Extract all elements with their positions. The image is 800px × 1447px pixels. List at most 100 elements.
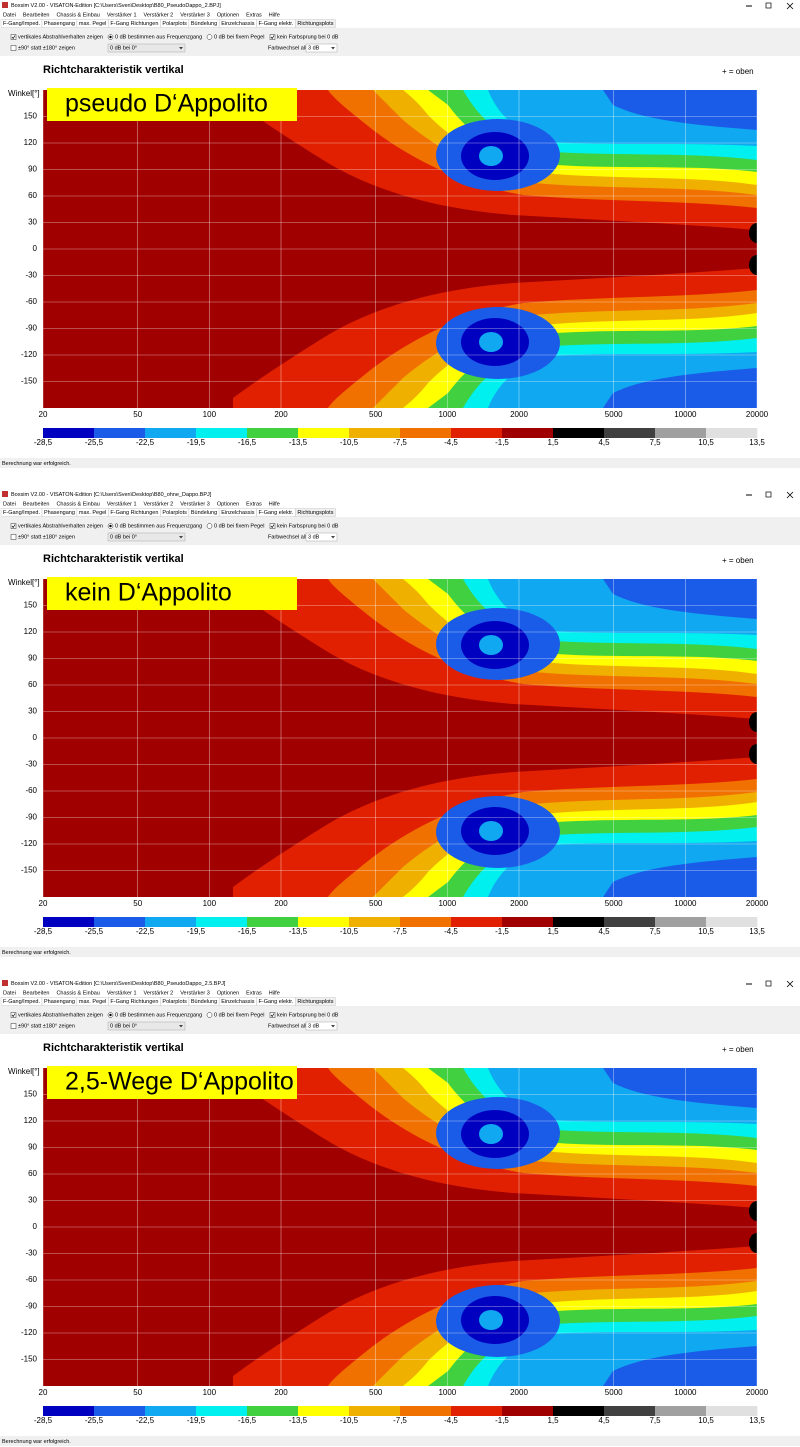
checkbox[interactable] bbox=[10, 1023, 17, 1029]
menu-item[interactable]: Verstärker 1 bbox=[107, 12, 137, 18]
menu-item[interactable]: Verstärker 3 bbox=[180, 501, 210, 507]
tab-label[interactable]: Richtungsplots bbox=[297, 999, 333, 1005]
dropdown[interactable] bbox=[305, 43, 338, 53]
tab-label[interactable]: F-Gang Richtungen bbox=[110, 510, 158, 516]
checkbox[interactable] bbox=[10, 34, 17, 40]
tab-label[interactable]: max. Pegel bbox=[79, 21, 107, 27]
colorbar-label: -7,5 bbox=[393, 927, 407, 936]
dropdown-arrow bbox=[179, 47, 183, 50]
menu-item[interactable]: Datei bbox=[3, 990, 16, 996]
maximize-button[interactable] bbox=[765, 2, 772, 9]
tab[interactable] bbox=[295, 19, 336, 28]
menu-item[interactable]: Chassis & Einbau bbox=[56, 501, 99, 507]
tab-label[interactable]: F-Gang Richtungen bbox=[110, 999, 158, 1005]
tab-label[interactable]: Einzelchassis bbox=[221, 510, 255, 516]
menu-item[interactable]: Extras bbox=[246, 990, 262, 996]
menu-item[interactable]: Optionen bbox=[217, 990, 239, 996]
menu-item[interactable]: Bearbeiten bbox=[23, 990, 50, 996]
x-tick-label: 2000 bbox=[510, 1388, 528, 1397]
radio-button[interactable] bbox=[206, 34, 213, 40]
dropdown[interactable] bbox=[107, 43, 186, 53]
overlay-label: 2,5-Wege D‘Appolito bbox=[65, 1068, 294, 1096]
menu-item[interactable]: Optionen bbox=[217, 501, 239, 507]
menu-item[interactable]: Hilfe bbox=[269, 990, 280, 996]
radio-button[interactable] bbox=[206, 523, 213, 529]
dropdown[interactable] bbox=[305, 1021, 338, 1031]
colorbar-label: -16,5 bbox=[238, 927, 257, 936]
tab-label[interactable]: Einzelchassis bbox=[221, 21, 255, 27]
tab-label[interactable]: Bündelung bbox=[191, 21, 217, 27]
tab-label[interactable]: Phasengang bbox=[44, 21, 75, 27]
tab-label[interactable]: Phasengang bbox=[44, 510, 75, 516]
tab-label[interactable]: F-Gang elektr. bbox=[259, 21, 294, 27]
radio-button[interactable] bbox=[206, 1012, 213, 1018]
menu-item[interactable]: Optionen bbox=[217, 12, 239, 18]
checkbox[interactable] bbox=[10, 45, 17, 51]
tab-label[interactable]: F-Gang/Imped. bbox=[3, 510, 40, 516]
checkbox[interactable] bbox=[269, 523, 276, 529]
tab-label[interactable]: Einzelchassis bbox=[221, 999, 255, 1005]
tab-label[interactable]: Phasengang bbox=[44, 999, 75, 1005]
tab-label[interactable]: max. Pegel bbox=[79, 510, 107, 516]
checkbox[interactable] bbox=[269, 34, 276, 40]
menu-item[interactable]: Bearbeiten bbox=[23, 501, 50, 507]
menu-item[interactable]: Verstärker 3 bbox=[180, 12, 210, 18]
tab-strip bbox=[0, 997, 800, 1006]
tab-label[interactable]: Polarplots bbox=[162, 510, 187, 516]
menu-item[interactable]: Verstärker 2 bbox=[144, 501, 174, 507]
tab-label[interactable]: F-Gang/Imped. bbox=[3, 999, 40, 1005]
tab-label[interactable]: Bündelung bbox=[191, 510, 217, 516]
menu-item[interactable]: Verstärker 3 bbox=[180, 990, 210, 996]
colorbar-label: -10,5 bbox=[340, 1416, 359, 1425]
tab-label[interactable]: F-Gang/Imped. bbox=[3, 21, 40, 27]
tab-label[interactable]: Bündelung bbox=[191, 999, 217, 1005]
app-window: Boxsim V2.00 - VISATON-Edition [C:\Users… bbox=[0, 489, 800, 957]
menu-item[interactable]: Datei bbox=[3, 12, 16, 18]
menu-item[interactable]: Bearbeiten bbox=[23, 12, 50, 18]
tab[interactable] bbox=[295, 508, 336, 517]
colorbar-segment bbox=[502, 428, 554, 438]
menu-item[interactable]: Verstärker 1 bbox=[107, 990, 137, 996]
tab-label[interactable]: F-Gang elektr. bbox=[259, 510, 294, 516]
option-label: Farbwechsel alle bbox=[268, 534, 309, 540]
tab-label[interactable]: Polarplots bbox=[162, 21, 187, 27]
tab-label[interactable]: Polarplots bbox=[162, 999, 187, 1005]
option-label: 0 dB bestimmen aus Frequenzgang bbox=[115, 34, 202, 40]
menu-item[interactable]: Verstärker 2 bbox=[144, 990, 174, 996]
tab-label[interactable]: Richtungsplots bbox=[297, 510, 333, 516]
menu-item[interactable]: Extras bbox=[246, 501, 262, 507]
colorbar-segment bbox=[451, 1406, 503, 1416]
tab-label[interactable]: F-Gang elektr. bbox=[259, 999, 294, 1005]
checkbox[interactable] bbox=[10, 1012, 17, 1018]
tab-label[interactable]: max. Pegel bbox=[79, 999, 107, 1005]
menu-item[interactable]: Verstärker 1 bbox=[107, 501, 137, 507]
menu-item[interactable]: Extras bbox=[246, 12, 262, 18]
checkbox[interactable] bbox=[10, 534, 17, 540]
tab-label[interactable]: F-Gang Richtungen bbox=[110, 21, 158, 27]
y-tick-label: -60 bbox=[25, 786, 37, 795]
close-button[interactable] bbox=[786, 491, 794, 499]
checkbox[interactable] bbox=[10, 523, 17, 529]
dropdown[interactable] bbox=[107, 1021, 186, 1031]
x-tick-label: 20000 bbox=[746, 1388, 769, 1397]
tab[interactable] bbox=[295, 997, 336, 1006]
colorbar-label: -1,5 bbox=[495, 927, 509, 936]
menu-item[interactable]: Datei bbox=[3, 501, 16, 507]
menu-item[interactable]: Hilfe bbox=[269, 501, 280, 507]
menu-item[interactable]: Chassis & Einbau bbox=[56, 990, 99, 996]
tab-label[interactable]: Richtungsplots bbox=[297, 21, 333, 27]
x-tick-label: 5000 bbox=[605, 899, 623, 908]
close-button[interactable] bbox=[786, 980, 794, 988]
maximize-button[interactable] bbox=[765, 980, 772, 987]
checkbox[interactable] bbox=[269, 1012, 276, 1018]
colorbar-segment bbox=[196, 1406, 248, 1416]
dropdown[interactable] bbox=[107, 532, 186, 542]
menu-item[interactable]: Verstärker 2 bbox=[144, 12, 174, 18]
close-button[interactable] bbox=[786, 2, 794, 10]
overlay-label: pseudo D‘Appolito bbox=[65, 90, 268, 118]
menu-item[interactable]: Chassis & Einbau bbox=[56, 12, 99, 18]
colorbar-label: -19,5 bbox=[187, 1416, 206, 1425]
maximize-button[interactable] bbox=[765, 491, 772, 498]
dropdown[interactable] bbox=[305, 532, 338, 542]
menu-item[interactable]: Hilfe bbox=[269, 12, 280, 18]
